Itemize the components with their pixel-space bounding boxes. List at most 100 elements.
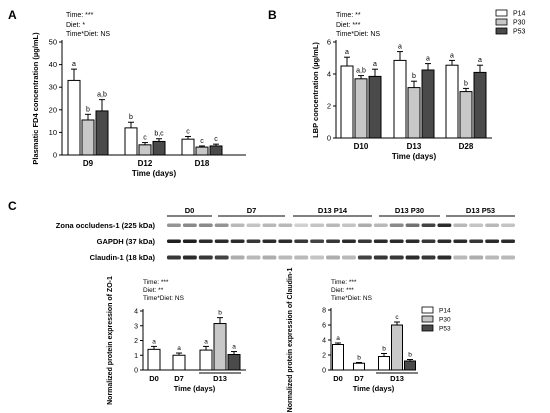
legend-swatch	[495, 18, 508, 26]
legend-swatch	[421, 324, 434, 332]
blot-band	[469, 255, 484, 260]
panel-label-b: B	[268, 8, 277, 22]
bar-d13-p30	[213, 323, 227, 371]
blot-band	[214, 239, 229, 243]
significance-letter: b	[382, 346, 386, 353]
stat-line: Diet: ***	[336, 22, 361, 29]
blot-band	[310, 223, 325, 227]
significance-letter: c	[200, 138, 204, 145]
blot-band	[373, 255, 388, 260]
y-tick-label: 2	[134, 338, 138, 345]
blot-band	[485, 223, 500, 227]
blot-band	[326, 239, 340, 243]
bar-d18-p53	[209, 145, 223, 156]
significance-letter: b	[357, 355, 361, 362]
y-tick-label: 0	[322, 368, 326, 375]
y-tick-label: 4	[327, 70, 331, 79]
bar-d28-p14	[445, 64, 459, 139]
legend-swatch	[495, 9, 508, 17]
blot-band	[373, 223, 388, 227]
significance-letter: a	[336, 335, 340, 342]
blot-band	[198, 255, 213, 260]
significance-letter: c	[143, 135, 147, 142]
bar-d9-p14	[67, 79, 81, 156]
y-tick-label: 40	[49, 60, 57, 69]
blot-lane-header: D0	[185, 206, 195, 215]
y-tick-label: 4	[322, 338, 326, 345]
chart-c1: Time: ***Diet: **Time*Diet: NS 0 1 2 3 4 Norma…	[107, 276, 246, 405]
legend-label: P30	[439, 317, 451, 324]
y-tick-label: 6	[327, 38, 331, 47]
blot-band	[326, 255, 340, 260]
panel-label-c: C	[8, 199, 17, 213]
blot-band	[294, 223, 309, 227]
blot-band	[246, 255, 261, 260]
charts: Time: ***Diet: *Time*Diet: NS01020304050…	[31, 9, 526, 413]
blot-band	[405, 239, 420, 243]
bar-d9-p53	[95, 110, 109, 156]
significance-letter: b	[129, 114, 133, 121]
y-axis-label: LBP concentration (µg/mL)	[311, 42, 320, 138]
y-axis-label: Normalized protein expression of ZO-1	[107, 276, 114, 405]
y-tick-label: 0	[134, 368, 138, 375]
bar-d12-p53	[152, 140, 166, 156]
blot-band	[389, 255, 404, 260]
bar-d13-p14	[378, 356, 390, 371]
significance-letter: a	[450, 52, 454, 59]
blot-band	[342, 255, 356, 260]
bar-d13-p14	[393, 59, 407, 139]
chart-a: Time: *** Diet: * Time*Diet: NS 0 10 20 30 40 50…	[31, 12, 246, 178]
x-tick-label: D13	[213, 374, 227, 383]
y-axis-label: Normalized protein expression of Claudin…	[287, 268, 294, 413]
blot-band	[389, 239, 404, 243]
bar-d13-p53	[404, 360, 416, 371]
chart-c2: Time: ***Diet: ***Time*Diet: NS 0 2 4 6 8 Norm…	[287, 268, 451, 413]
significance-letter: c	[395, 314, 399, 321]
blot-row-label: GAPDH (37 kDa)	[97, 237, 156, 246]
blot-band	[326, 223, 340, 227]
legend-swatch	[421, 315, 434, 323]
bar-d28-p53	[473, 71, 487, 139]
bar-d13-p30	[391, 324, 403, 371]
blot-band	[389, 223, 404, 227]
bar-d12-p30	[138, 144, 152, 156]
x-tick-label: D9	[83, 159, 94, 168]
blot-band	[453, 239, 468, 243]
blot-band	[421, 239, 436, 243]
y-tick-label: 2	[327, 102, 331, 111]
stat-line: Time: ***	[331, 279, 357, 286]
significance-letter: a	[204, 338, 208, 345]
blot-band	[501, 255, 515, 260]
significance-letter: a,b	[97, 92, 107, 99]
legend-label: P53	[513, 29, 526, 36]
blot-lane-header: D13 P53	[466, 206, 495, 215]
blot-row-label: Zona occludens-1 (225 kDa)	[56, 221, 156, 230]
blot-band	[469, 239, 484, 243]
y-tick-label: 30	[49, 83, 57, 92]
x-tick-label: D13	[407, 142, 422, 151]
stat-line: Diet: ***	[331, 287, 354, 294]
blot-lane-header: D13 P14	[318, 206, 348, 215]
blot-band	[357, 255, 372, 260]
chart-b: Time: ** Diet: *** Time*Diet: NS 0 2 4 6 LBP co…	[311, 9, 526, 161]
blot-band	[437, 239, 452, 243]
blot-band	[357, 239, 372, 243]
blot-band	[310, 255, 325, 260]
y-tick-label: 1	[134, 353, 138, 360]
blot-band	[501, 223, 515, 227]
significance-letter: a	[398, 44, 402, 51]
blot-band	[230, 239, 245, 243]
stat-line: Time: ***	[143, 279, 169, 286]
bar-d13-p14	[199, 349, 213, 371]
blot-band	[182, 223, 197, 227]
bar-d7-p14	[353, 362, 365, 371]
blot-band	[469, 223, 484, 227]
blot-band	[278, 255, 293, 260]
significance-letter: b,c	[154, 131, 164, 138]
x-tick-label: D0	[333, 374, 343, 383]
blot-band	[405, 255, 420, 260]
x-axis-label: Time (days)	[174, 384, 216, 393]
blot-band	[405, 223, 420, 227]
blot-band	[214, 255, 229, 260]
stat-line: Time: ***	[66, 12, 94, 19]
